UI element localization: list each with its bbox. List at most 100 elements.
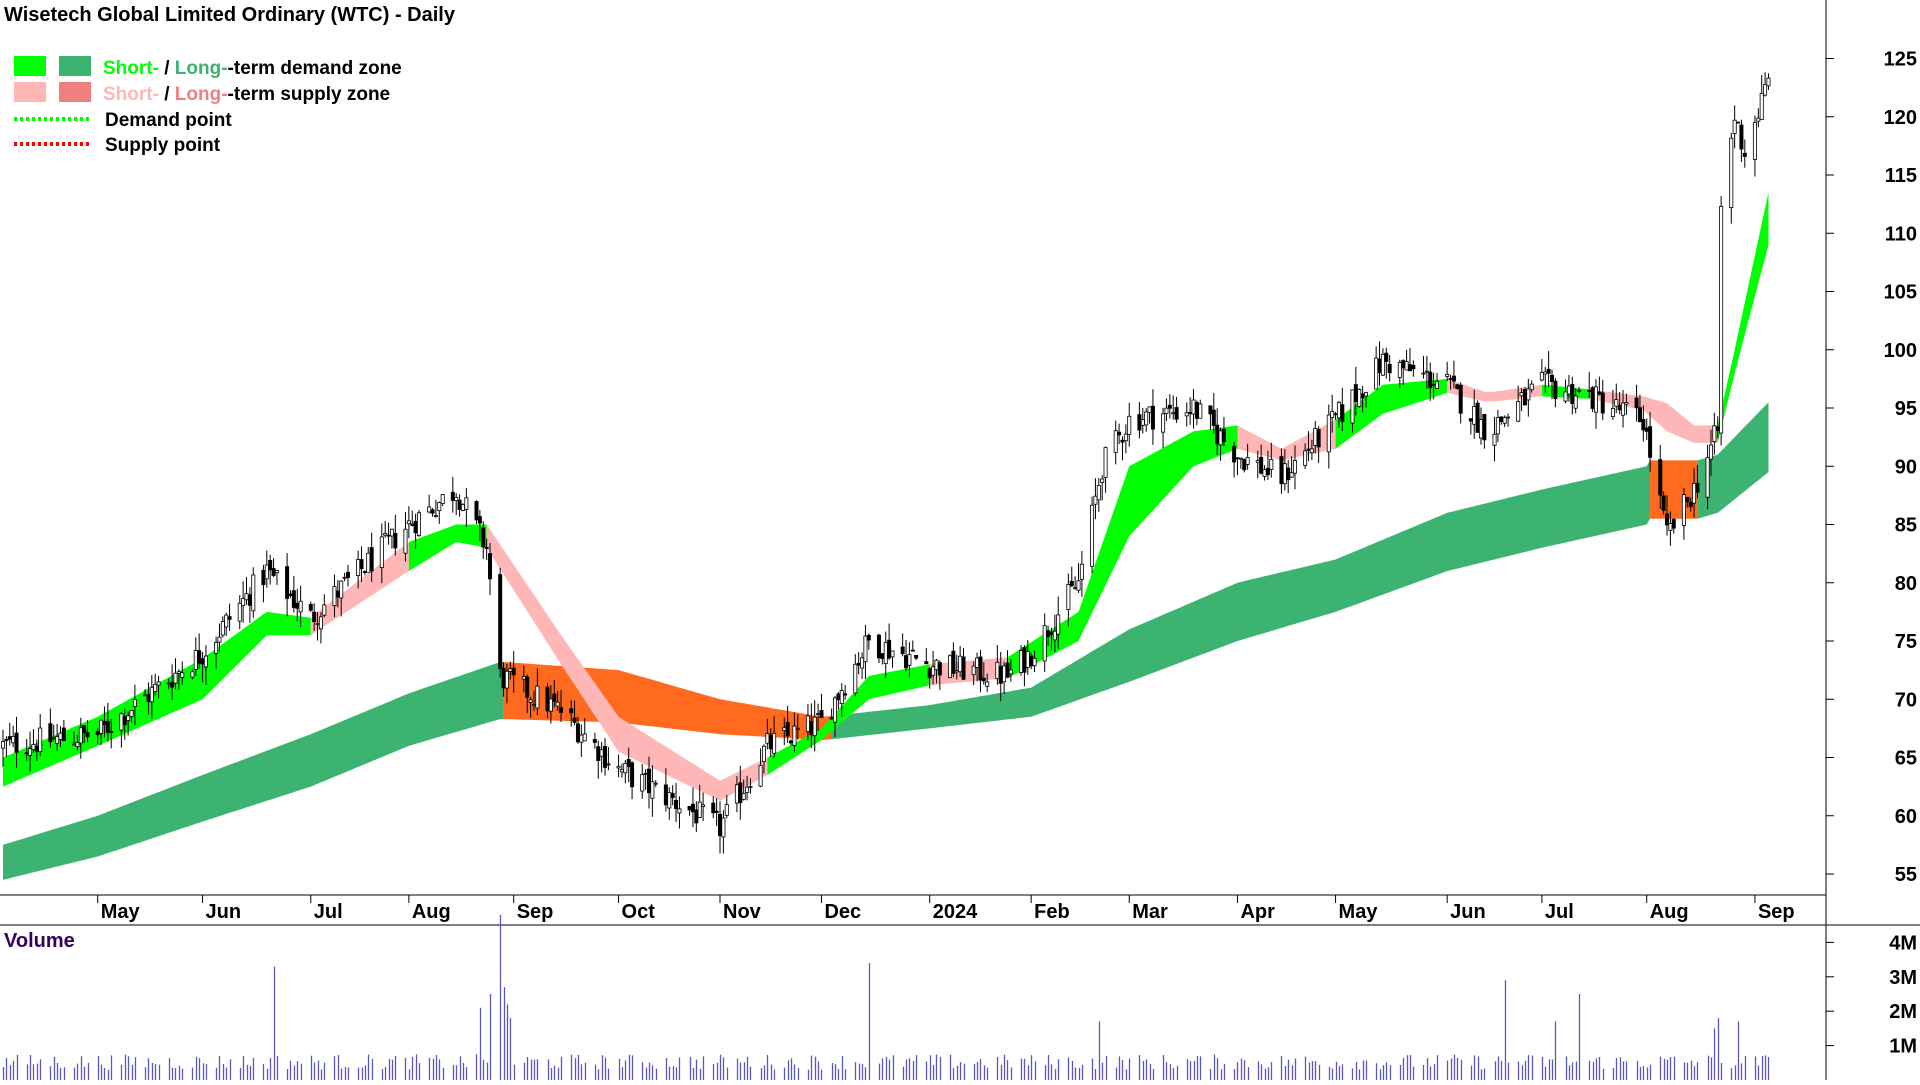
candle-body — [714, 810, 719, 813]
legend-short-demand-swatch — [14, 56, 46, 76]
candle-body — [1546, 368, 1551, 374]
candle-body — [1221, 428, 1226, 442]
legend-demand-long: Long- — [175, 58, 228, 79]
candle — [690, 787, 695, 828]
candle-body — [298, 600, 303, 613]
time-tick-label: Aug — [412, 901, 451, 923]
candle-body — [572, 717, 577, 723]
candle-body — [362, 571, 367, 573]
candle — [1766, 73, 1771, 90]
candle-body — [1411, 364, 1416, 370]
candle-body — [474, 501, 479, 521]
candle-body — [501, 667, 506, 689]
candle-body — [856, 662, 861, 666]
candle-body — [1539, 372, 1544, 381]
candle-body — [1350, 389, 1355, 424]
candle-body — [975, 657, 980, 668]
candle — [4, 736, 9, 757]
candle-body — [531, 704, 536, 707]
candle-body — [288, 593, 293, 596]
candle — [795, 714, 800, 740]
candle-body — [1756, 117, 1761, 122]
candle — [1763, 72, 1768, 97]
candle — [616, 754, 621, 778]
candle-body — [1353, 384, 1358, 402]
short-term-zone-demand-segment — [1335, 378, 1448, 449]
candle — [38, 714, 43, 756]
candle — [78, 717, 83, 759]
candle-body — [833, 697, 838, 723]
time-tick-label: Oct — [622, 901, 656, 923]
candle-body — [1184, 412, 1189, 417]
candle — [264, 550, 269, 588]
candle — [1316, 426, 1321, 464]
time-tick-label: 2024 — [933, 901, 978, 923]
candle-body — [386, 534, 391, 537]
candle-body — [829, 717, 834, 720]
candle-body — [734, 784, 739, 804]
candle-body — [1042, 625, 1047, 662]
candle-body — [1286, 467, 1291, 481]
candle — [701, 792, 706, 822]
candle — [1641, 405, 1646, 442]
candle-body — [724, 804, 729, 816]
candle-body — [937, 662, 942, 676]
candle-body — [1093, 495, 1098, 505]
candle-body — [1255, 460, 1260, 463]
candle-body — [1759, 93, 1764, 120]
candle-body — [1472, 406, 1477, 425]
candle — [1150, 389, 1155, 445]
candle — [504, 663, 509, 704]
candle-body — [464, 497, 469, 510]
candle-body — [579, 734, 584, 743]
candle — [985, 673, 990, 692]
legend-demand-point-label: Demand point — [105, 110, 232, 131]
candle — [61, 719, 66, 742]
candle-body — [11, 735, 16, 744]
candle — [670, 785, 675, 806]
candle — [214, 636, 219, 669]
candle — [1144, 408, 1149, 432]
candle-body — [1259, 456, 1264, 474]
candle-body — [1397, 361, 1402, 378]
candle — [1539, 359, 1544, 382]
price-tick-label: 125 — [1884, 49, 1917, 71]
candle-body — [1445, 374, 1450, 377]
candle-body — [31, 743, 36, 750]
time-tick-label: Dec — [824, 901, 861, 923]
candle-body — [203, 655, 208, 668]
candle-body — [1451, 375, 1456, 382]
candle-body — [1113, 430, 1118, 453]
candle — [450, 476, 455, 513]
candle-body — [1506, 416, 1511, 419]
candle-body — [413, 520, 418, 534]
candle-body — [985, 681, 990, 687]
candle — [1451, 360, 1456, 389]
candle-body — [166, 682, 171, 685]
price-tick-label: 80 — [1895, 573, 1917, 595]
candle-body — [575, 723, 580, 743]
candle-body — [1478, 419, 1483, 439]
candle-body — [701, 804, 706, 807]
candle-body — [511, 667, 516, 676]
candle — [55, 723, 60, 751]
candle — [156, 675, 161, 698]
candle-body — [1380, 353, 1385, 376]
candle-body — [839, 690, 844, 705]
time-tick-label: Jul — [1545, 901, 1574, 923]
candle-body — [406, 520, 411, 525]
candle — [1492, 416, 1497, 462]
candle-body — [1637, 407, 1642, 423]
candle-body — [247, 594, 252, 606]
candle-body — [1238, 457, 1243, 460]
candle — [646, 756, 651, 809]
candle-body — [433, 515, 438, 517]
candle — [454, 493, 459, 516]
candle-body — [1516, 401, 1521, 422]
candle — [1265, 450, 1270, 481]
candle — [866, 633, 871, 650]
candle — [437, 501, 442, 524]
candle-body — [900, 646, 905, 655]
candle — [1117, 423, 1122, 445]
candle-body — [761, 745, 766, 762]
